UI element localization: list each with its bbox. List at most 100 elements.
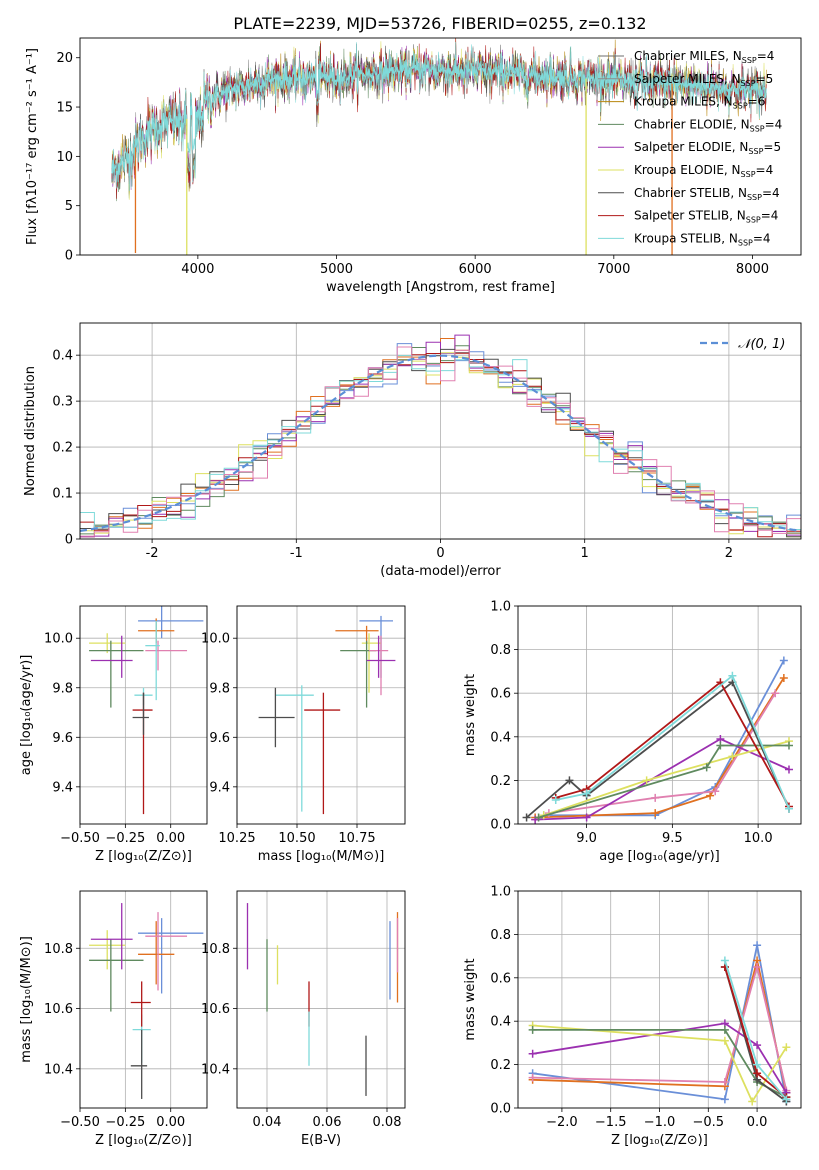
y-tick-label: 10 [56, 150, 73, 165]
x-tick-label: 0.04 [253, 1115, 282, 1130]
weight-marker [779, 656, 788, 665]
legend-label-6: Chabrier STELIB, NSSP=4 [634, 186, 780, 202]
x-tick-label: 9.5 [662, 831, 683, 846]
weight-marker [651, 793, 660, 802]
x-tick-label: 7000 [597, 262, 630, 277]
legend-label-8: Kroupa STELIB, NSSP=4 [634, 231, 771, 247]
y-tick-label: 9.6 [52, 731, 73, 746]
y-tick-label: 0 [65, 533, 73, 548]
y-tick-label: 10.4 [201, 1062, 230, 1077]
x-tick-label: 0.0 [747, 1115, 768, 1130]
histogram-4 [80, 352, 801, 538]
x-tick-label: 0.00 [156, 1115, 185, 1130]
weight-marker [782, 1043, 791, 1052]
weight-marker [784, 765, 793, 774]
histogram-3 [80, 334, 801, 538]
y-tick-label: 0.2 [52, 441, 73, 456]
y-tick-label: 0.6 [490, 971, 511, 986]
y-tick-label: 20 [56, 51, 73, 66]
y-tick-label: 9.4 [209, 780, 230, 795]
plot-area [80, 334, 801, 538]
weight-marker [782, 1095, 791, 1104]
x-tick-label: 10.75 [338, 831, 375, 846]
axes-frame [236, 605, 406, 825]
x-tick-label: −1.0 [644, 1115, 676, 1130]
weight-marker [720, 1025, 729, 1034]
x-tick-label: 0.08 [373, 1115, 402, 1130]
weight-marker [551, 796, 560, 805]
plot-area [111, 38, 767, 255]
plot-area [89, 606, 204, 815]
weight-marker [728, 752, 737, 761]
weight-marker [753, 1069, 762, 1078]
x-tick-label: 10.25 [218, 831, 255, 846]
weight-marker [711, 787, 720, 796]
y-tick-label: 10.8 [44, 942, 73, 957]
weight-marker [753, 941, 762, 950]
axes-frame [79, 890, 208, 1109]
weight-marker [728, 671, 737, 680]
weight-marker [651, 809, 660, 818]
x-tick-label: 6000 [459, 262, 492, 277]
weight-line-7 [555, 680, 790, 808]
x-tick-label: 0.00 [156, 831, 185, 846]
axes-frame [79, 322, 802, 540]
legend-label-4: Salpeter ELODIE, NSSP=5 [634, 140, 781, 156]
y-tick-label: 0.4 [52, 349, 73, 364]
axes-frame [517, 605, 802, 825]
figure-title: PLATE=2239, MJD=53726, FIBERID=0255, z=0… [233, 14, 646, 33]
weight-marker [522, 813, 531, 822]
x-axis-label: Z [log₁₀(Z/Z⊙)] [95, 1133, 192, 1148]
x-tick-label: −0.25 [105, 831, 145, 846]
y-tick-label: 0.4 [490, 730, 511, 745]
weight-marker [534, 813, 543, 822]
axes-frame [79, 37, 802, 256]
x-axis-label: age [log₁₀(age/yr)] [599, 849, 720, 864]
weight-line-1 [535, 677, 785, 819]
y-axis-label: mass weight [463, 958, 478, 1040]
weight-marker [565, 776, 574, 785]
panel-mass-vs-ebv: 0.04 0.06 0.08 10.4 10.6 10.8 E(B-V) [201, 890, 406, 1148]
x-tick-label: 9.0 [576, 831, 597, 846]
y-tick-label: 0.1 [52, 487, 73, 502]
y-tick-label: 0.2 [490, 1058, 511, 1073]
plot-area [258, 615, 396, 815]
x-axis-label: (data-model)/error [380, 564, 501, 579]
legend-label-normal: 𝒩(0, 1) [738, 337, 785, 352]
y-tick-label: 10.0 [201, 632, 230, 647]
x-tick-label: 10.0 [744, 831, 773, 846]
weight-marker [720, 1095, 729, 1104]
x-tick-label: −0.25 [105, 1115, 145, 1130]
histogram-5 [80, 348, 801, 538]
weight-marker [720, 956, 729, 965]
y-tick-label: 0.4 [490, 1015, 511, 1030]
x-tick-label: 1 [581, 546, 589, 561]
y-tick-label: 10.8 [201, 942, 230, 957]
y-axis-label: Flux [fλ10⁻¹⁷ erg cm⁻² s⁻¹ A⁻¹] [25, 48, 40, 245]
weight-marker [753, 962, 762, 971]
y-tick-label: 0 [65, 249, 73, 264]
legend-label-1: Salpeter MILES, NSSP=5 [634, 72, 773, 88]
x-tick-label: 0 [436, 546, 444, 561]
x-tick-label: -2 [146, 546, 159, 561]
panel-mass-weight-vs-age: 9.0 9.5 10.0 0.0 0.2 0.4 0.6 0.8 1.0 age [log₁₀(a… [463, 600, 802, 864]
plot-area [522, 656, 793, 824]
y-tick-label: 15 [56, 101, 73, 116]
weight-marker [784, 804, 793, 813]
x-tick-label: 0.06 [313, 1115, 342, 1130]
weight-marker [720, 1077, 729, 1086]
panel-mass-weight-vs-Z: −2.0 −1.5 −1.0 −0.5 0.0 0.0 0.2 0.4 0.6 0.8 1.0 Z [… [463, 885, 802, 1148]
y-tick-label: 0.0 [490, 1102, 511, 1117]
spectrum-model-line [111, 54, 767, 183]
x-tick-label: −0.5 [693, 1115, 725, 1130]
plot-area [246, 903, 399, 1096]
x-axis-label: Z [log₁₀(Z/Z⊙)] [95, 849, 192, 864]
weight-line-5 [538, 744, 789, 819]
x-tick-label: 8000 [736, 262, 769, 277]
weight-line-8 [555, 674, 790, 810]
plot-area [528, 941, 791, 1106]
y-tick-label: 0.2 [490, 774, 511, 789]
x-tick-label: 4000 [181, 262, 214, 277]
panel-residuals: -2 -1 0 1 2 0 0.1 0.2 0.3 0.4 (data-model)/error No… [23, 322, 802, 579]
x-tick-label: -1 [290, 546, 303, 561]
